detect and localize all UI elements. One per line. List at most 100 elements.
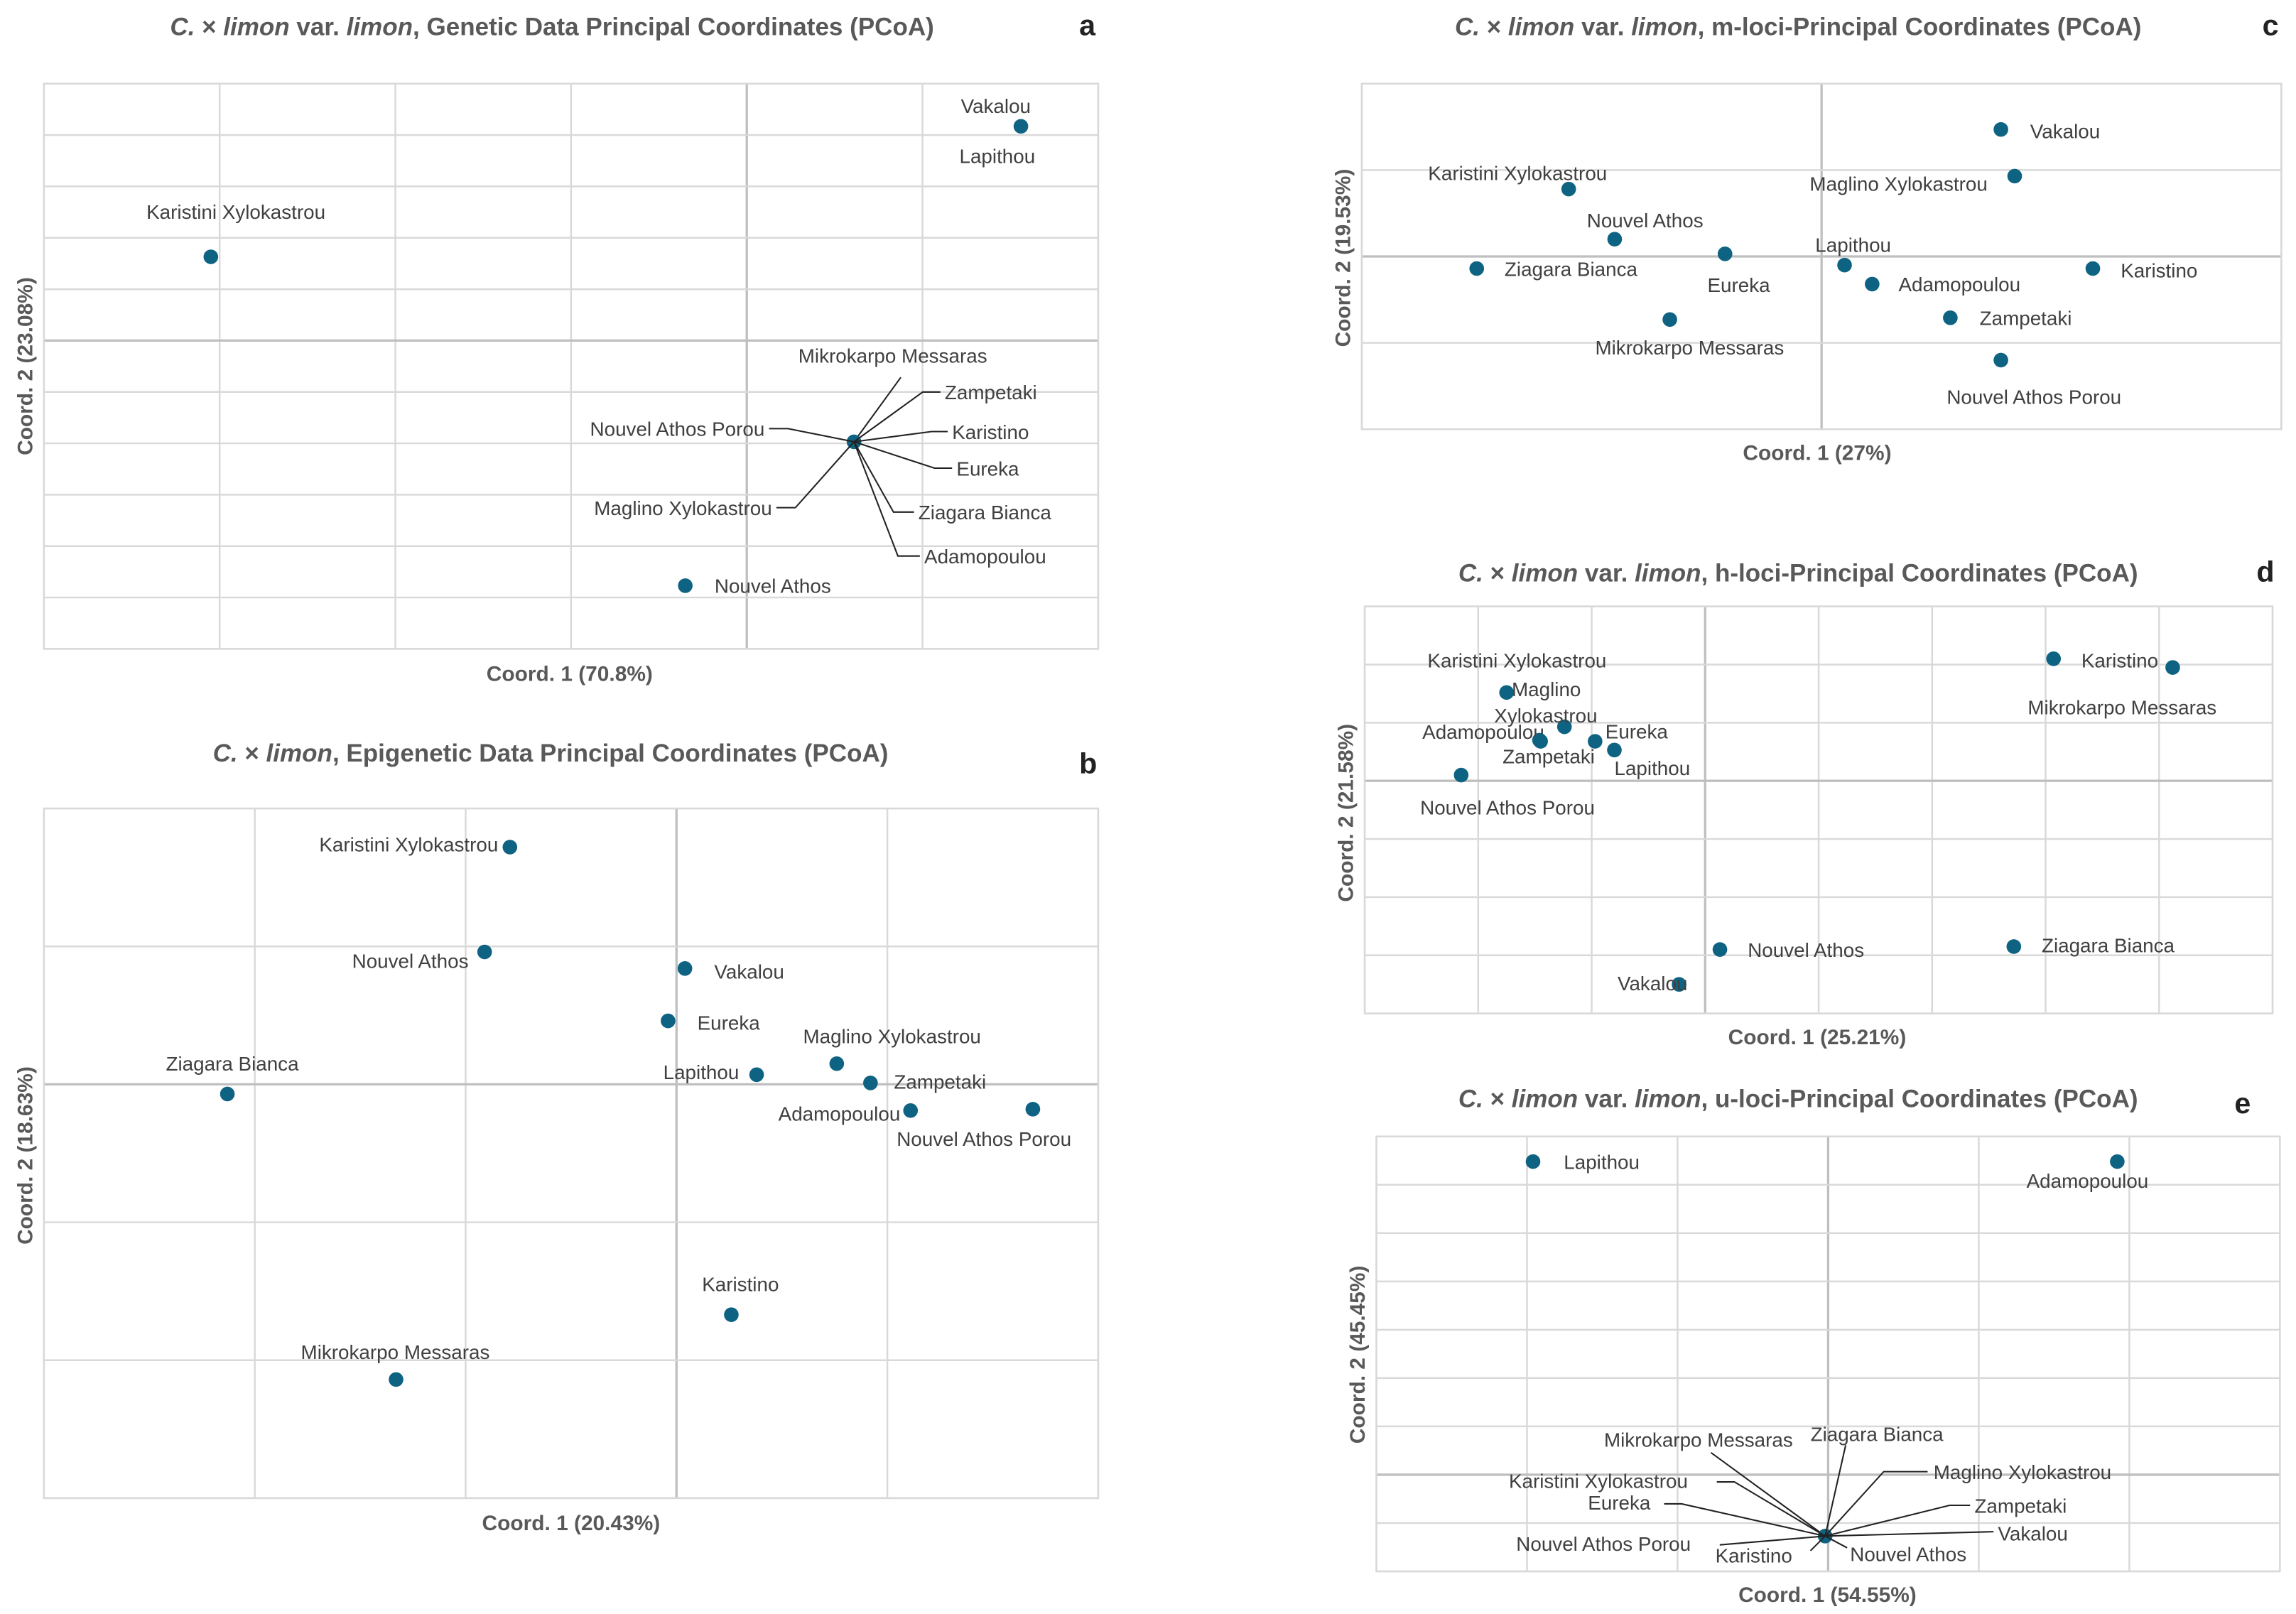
point-label-nouvel-athos-porou: Nouvel Athos Porou [897, 1128, 1071, 1150]
point-nouvel-athos[interactable] [1712, 942, 1728, 957]
chart-d: C. × limon var. limon, h-loci-Principal … [1335, 556, 2275, 1049]
point-label-nouvel-athos-porou: Nouvel Athos Porou [1516, 1533, 1691, 1555]
chart-title: C. × limon var. limon, u-loci-Principal … [1458, 1085, 2138, 1113]
point-maglino-xylokastrou[interactable] [1556, 719, 1572, 735]
chart-a: C. × limon var. limon, Genetic Data Prin… [13, 9, 1100, 686]
point-nouvel-athos[interactable] [1607, 232, 1623, 247]
x-axis-title: Coord. 1 (25.21%) [1728, 1026, 1907, 1049]
leader-line [1824, 1445, 1847, 1537]
plot-frame [43, 807, 1100, 1500]
chart-title: C. × limon var. limon, m-loci-Principal … [1455, 13, 2141, 41]
title-part: var. [1578, 560, 1635, 587]
point-eureka[interactable] [1717, 247, 1733, 261]
title-part: limon [223, 13, 289, 41]
point-label-nouvel-athos-porou: Nouvel Athos Porou [1420, 797, 1595, 819]
title-part: , Genetic Data Principal Coordinates (PC… [413, 13, 934, 41]
point-ziagara-bianca[interactable] [220, 1086, 235, 1102]
point-label-nouvel-athos: Nouvel Athos [352, 950, 469, 973]
point-label-lapithou: Lapithou [960, 145, 1036, 167]
leader-line [1710, 1451, 1826, 1537]
point-label-ziagara-bianca: Ziagara Bianca [919, 502, 1052, 524]
point-lapithou[interactable] [1607, 742, 1622, 758]
point-mikrokarpo-messaras[interactable] [389, 1372, 404, 1387]
point-label-zampetaki: Zampetaki [894, 1071, 986, 1093]
point-vakalou[interactable] [1672, 977, 1686, 992]
point-label-lapithou: Lapithou [1815, 234, 1891, 256]
point-karistini-xylokastrou[interactable] [502, 840, 518, 855]
point-label-vakalou: Vakalou [714, 961, 784, 983]
point-label-eureka: Eureka [1605, 720, 1669, 742]
point-nouvel-athos-porou[interactable] [1453, 767, 1469, 783]
point-zampetaki[interactable] [1943, 310, 1958, 325]
point-karistino[interactable] [724, 1307, 739, 1322]
point-nouvel-athos[interactable] [678, 578, 693, 593]
point-lapithou[interactable] [1525, 1154, 1541, 1169]
point-lapithou[interactable] [749, 1067, 764, 1083]
title-part: × [238, 740, 266, 767]
title-part: var. [1574, 13, 1631, 41]
point-label-maglino-xylokastrou: Maglino Xylokastrou [1494, 678, 1597, 727]
point-label-karistini-xylokastrou: Karistini Xylokastrou [1509, 1470, 1688, 1492]
point-label-adamopoulou: Adamopoulou [924, 546, 1046, 568]
point-maglino-xylokastrou[interactable] [2007, 168, 2022, 184]
point-zampetaki[interactable] [1533, 734, 1548, 749]
title-part: limon [266, 740, 332, 767]
leader-line [853, 430, 948, 443]
point-maglino-xylokastrou[interactable] [829, 1056, 845, 1071]
point-label-eureka: Eureka [698, 1012, 761, 1034]
leader-line [853, 440, 953, 470]
point-karistino[interactable] [2085, 261, 2101, 276]
point-nouvel-athos[interactable] [477, 944, 492, 960]
title-part: limon [347, 13, 413, 41]
title-part: × [1480, 13, 1508, 41]
point-label-karistino: Karistino [952, 421, 1029, 443]
panel-letter: c [2263, 9, 2279, 42]
point-label-nouvel-athos-porou: Nouvel Athos Porou [590, 418, 765, 440]
point-label-nouvel-athos: Nouvel Athos [1850, 1543, 1966, 1565]
point-nouvel-athos-porou[interactable] [1993, 352, 2008, 368]
x-axis-title: Coord. 1 (70.8%) [487, 663, 653, 686]
point-eureka[interactable] [1588, 734, 1603, 749]
point-vakalou[interactable] [1013, 119, 1029, 134]
leader-line [1664, 1502, 1826, 1537]
leader-line [1824, 1504, 1971, 1537]
point-label-adamopoulou: Adamopoulou [2027, 1170, 2149, 1192]
point-label-maglino-xylokastrou: Maglino Xylokastrou [594, 497, 771, 519]
point-adamopoulou[interactable] [1865, 276, 1880, 292]
point-label-karistino: Karistino [2121, 259, 2197, 281]
title-part: , h-loci-Principal Coordinates (PCoA) [1701, 560, 2138, 587]
point-eureka[interactable] [661, 1013, 676, 1029]
title-part: C. [170, 13, 195, 41]
title-part: C. [1458, 560, 1483, 587]
point-mikrokarpo-messaras[interactable] [1662, 312, 1677, 327]
panel-letter: d [2256, 556, 2274, 588]
point-karistini-xylokastrou[interactable] [1499, 685, 1515, 700]
title-part: var. [1578, 1085, 1635, 1113]
point-lapithou[interactable] [1837, 257, 1852, 273]
point-karistini-xylokastrou[interactable] [1561, 181, 1576, 197]
plot-frame [1375, 1135, 2281, 1573]
point-vakalou[interactable] [677, 960, 693, 976]
point-label-eureka: Eureka [1708, 274, 1771, 296]
point-label-zampetaki: Zampetaki [1502, 745, 1595, 767]
x-axis-title: Coord. 1 (54.55%) [1738, 1583, 1917, 1607]
point-mikrokarpo-messaras[interactable] [2165, 660, 2180, 675]
point-label-adamopoulou: Adamopoulou [1422, 721, 1544, 743]
point-vakalou[interactable] [1993, 121, 2008, 137]
point-karistini-xylokastrou[interactable] [203, 249, 219, 264]
point-nouvel-athos-porou[interactable] [1025, 1102, 1041, 1117]
point-label-lapithou: Lapithou [1615, 757, 1691, 779]
point-adamopoulou[interactable] [903, 1103, 919, 1118]
point-karistino[interactable] [2046, 651, 2062, 666]
point-ziagara-bianca[interactable] [1469, 261, 1485, 276]
point-ziagara-bianca[interactable] [2006, 939, 2022, 954]
leader-line [1719, 1535, 1826, 1546]
title-part: × [195, 13, 223, 41]
point-adamopoulou[interactable] [2110, 1154, 2125, 1169]
label-line: Maglino [1512, 678, 1581, 700]
point-label-zampetaki: Zampetaki [1980, 308, 2072, 330]
point-label-vakalou: Vakalou [2030, 121, 2100, 143]
plot-frame [1363, 605, 2274, 1014]
point-zampetaki[interactable] [863, 1076, 878, 1090]
point-label-mikrokarpo-messaras: Mikrokarpo Messaras [2027, 697, 2216, 719]
